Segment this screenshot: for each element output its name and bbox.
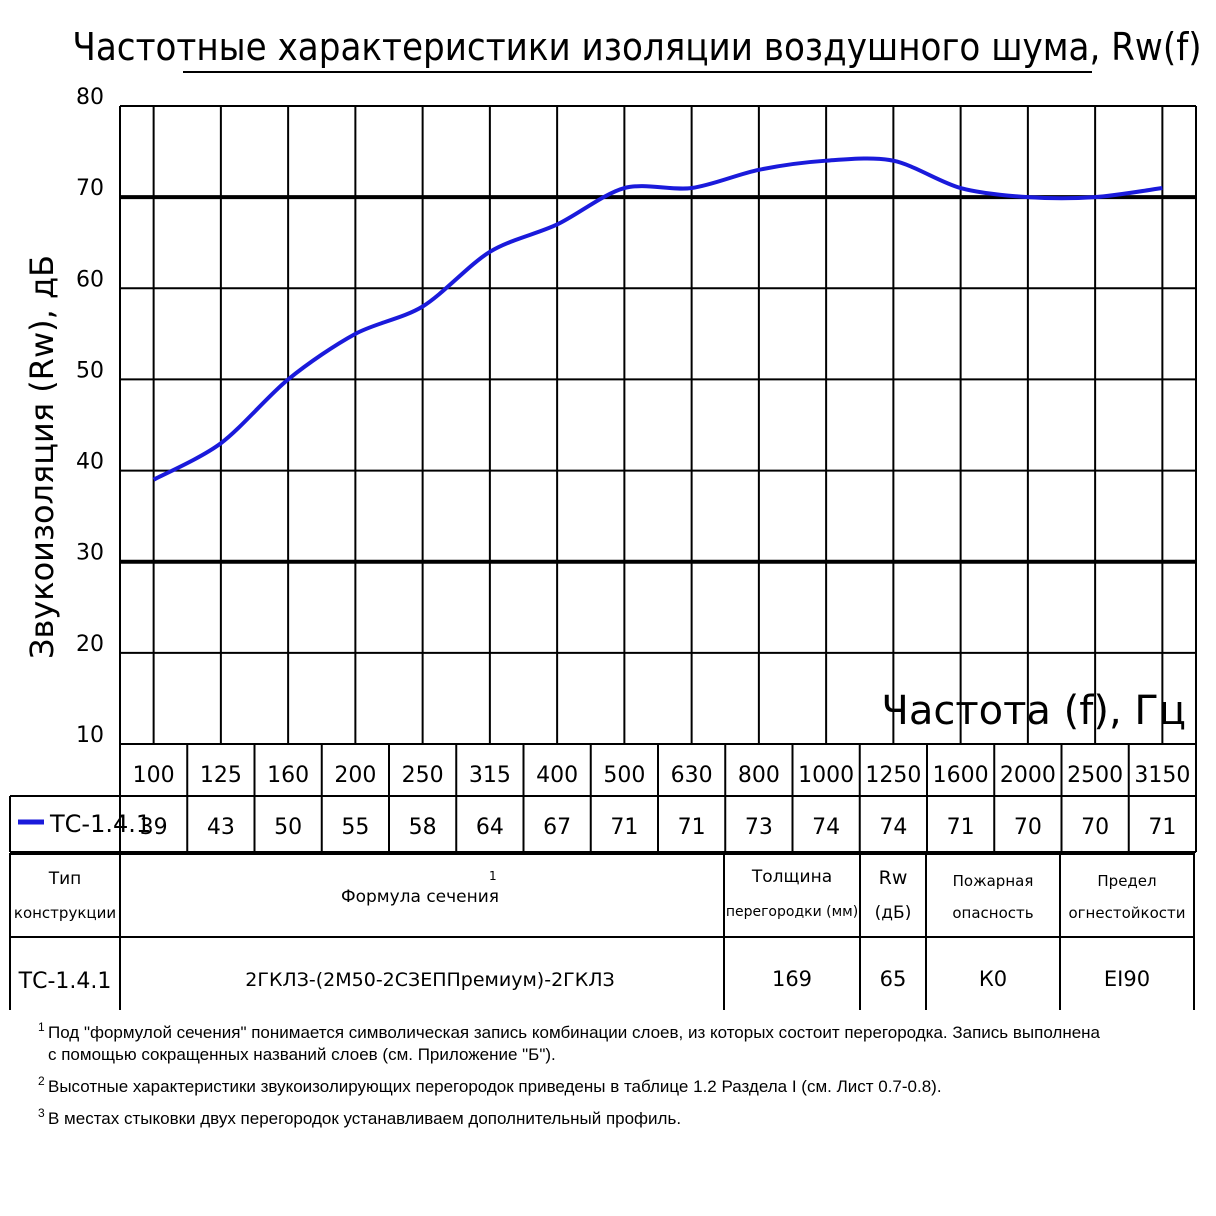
header-thickness-1: Толщина <box>751 867 832 887</box>
footnote-3: 3 В местах стыковки двух перегородок уст… <box>38 1106 1208 1130</box>
data-label: 71 <box>610 815 638 840</box>
footnote-1-line-2: с помощью сокращенных названий слоев (см… <box>48 1045 556 1064</box>
footnote-2-marker: 2 <box>38 1074 45 1088</box>
row-fire-limit: EI90 <box>1104 967 1150 991</box>
data-label: 67 <box>543 815 571 840</box>
data-label: 64 <box>476 815 504 840</box>
x-tick-label: 100 <box>133 763 175 788</box>
y-tick-label: 50 <box>76 358 104 383</box>
series-group <box>152 156 1163 482</box>
header-rw-2: (дБ) <box>875 903 912 923</box>
footnote-1-marker: 1 <box>38 1020 45 1034</box>
header-fire-limit-1: Предел <box>1097 872 1156 890</box>
footnotes: 1 Под "формулой сечения" понимается симв… <box>38 1020 1208 1140</box>
footnote-2: 2 Высотные характеристики звукоизолирующ… <box>38 1074 1208 1098</box>
x-tick-label: 2500 <box>1067 763 1123 788</box>
y-tick-label: 40 <box>76 450 104 475</box>
data-label: 43 <box>207 815 235 840</box>
data-label: 58 <box>409 815 437 840</box>
y-tick-label: 70 <box>76 176 104 201</box>
x-axis-label: Частота (f), Гц <box>881 688 1186 734</box>
data-label: 70 <box>1014 815 1042 840</box>
series-line-tc-1-4-1 <box>152 156 1163 482</box>
header-rw-1: Rw <box>879 867 908 889</box>
data-labels: 39 43 50 55 58 64 67 71 71 73 74 74 71 70 70 71 <box>140 815 1177 840</box>
data-label: 71 <box>1148 815 1176 840</box>
chart: Частотные характеристики изоляции воздуш… <box>9 25 1202 1010</box>
chart-title: Частотные характеристики изоляции воздуш… <box>72 25 1201 69</box>
footnote-2-line-1: Высотные характеристики звукоизолирующих… <box>48 1077 942 1096</box>
y-axis-label: Звукоизоляция (Rw), дБ <box>23 255 61 659</box>
row-thickness: 169 <box>772 967 812 991</box>
row-formula: 2ГКЛЗ-(2М50-2СЗЕППремиум)-2ГКЛЗ <box>245 969 614 991</box>
data-label: 50 <box>274 815 302 840</box>
x-tick-label: 160 <box>267 763 309 788</box>
data-label: 73 <box>745 815 773 840</box>
y-tick-label: 20 <box>76 632 104 657</box>
x-tick-label: 315 <box>469 763 511 788</box>
info-table: Тип конструкции Формула сечения 1 Толщин… <box>9 853 1195 1010</box>
x-tick-label: 500 <box>603 763 645 788</box>
legend-label: ТС-1.4.1 <box>49 810 151 838</box>
x-tick-label: 2000 <box>1000 763 1056 788</box>
data-label: 39 <box>140 815 168 840</box>
footnote-1-line-1: Под "формулой сечения" понимается символ… <box>48 1023 1101 1042</box>
x-tick-label: 630 <box>671 763 713 788</box>
header-fire-hazard-1: Пожарная <box>953 872 1034 890</box>
x-tick-labels: 100 125 160 200 250 315 400 500 630 800 1000 1250 16… <box>133 763 1191 788</box>
y-tick-label: 60 <box>76 267 104 292</box>
data-label: 71 <box>678 815 706 840</box>
header-formula-sup: 1 <box>489 869 497 883</box>
y-tick-label: 30 <box>76 541 104 566</box>
y-tick-label: 80 <box>76 85 104 110</box>
y-tick-label: 10 <box>76 723 104 748</box>
x-tick-label: 1600 <box>933 763 989 788</box>
header-formula: Формула сечения <box>341 887 499 907</box>
header-type-2: конструкции <box>14 904 116 922</box>
data-label: 74 <box>879 815 907 840</box>
header-fire-limit-2: огнестойкости <box>1069 904 1186 922</box>
data-label: 71 <box>947 815 975 840</box>
x-tick-label: 400 <box>536 763 578 788</box>
grid <box>9 105 1197 853</box>
data-label: 70 <box>1081 815 1109 840</box>
x-tick-label: 1000 <box>798 763 854 788</box>
x-tick-label: 250 <box>402 763 444 788</box>
x-tick-label: 3150 <box>1134 763 1190 788</box>
row-rw: 65 <box>880 967 907 991</box>
x-tick-label: 800 <box>738 763 780 788</box>
header-thickness-2: перегородки (мм) <box>726 904 858 920</box>
row-type: ТС-1.4.1 <box>18 969 112 994</box>
x-tick-label: 200 <box>334 763 376 788</box>
data-label: 74 <box>812 815 840 840</box>
footnote-1: 1 Под "формулой сечения" понимается симв… <box>38 1020 1208 1066</box>
row-fire-hazard: К0 <box>979 967 1007 991</box>
y-ticks: 10 20 30 40 50 60 70 80 <box>76 85 104 748</box>
header-fire-hazard-2: опасность <box>952 904 1033 922</box>
data-label: 55 <box>341 815 369 840</box>
x-tick-label: 1250 <box>865 763 921 788</box>
x-tick-label: 125 <box>200 763 242 788</box>
footnote-3-marker: 3 <box>38 1106 45 1120</box>
footnote-3-line-1: В местах стыковки двух перегородок устан… <box>48 1109 682 1128</box>
header-type-1: Тип <box>48 869 82 889</box>
